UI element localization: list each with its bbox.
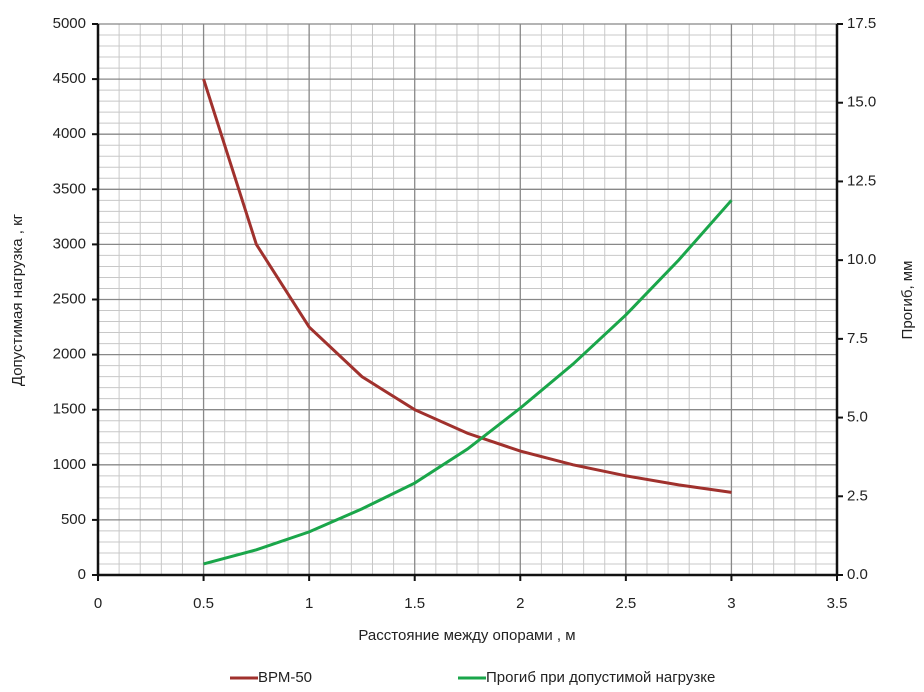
y-tick-label: 2500 [53, 290, 86, 307]
y2-axis-label: Прогиб, мм [899, 261, 916, 340]
y-tick-label: 4500 [53, 70, 86, 87]
y-tick-label: 5000 [53, 15, 86, 32]
y-tick-label: 0 [78, 566, 86, 583]
x-tick-label: 1.5 [404, 595, 425, 612]
x-axis-label: Расстояние между опорами , м [358, 627, 575, 644]
y2-tick-label: 5.0 [847, 409, 868, 426]
y-tick-label: 3500 [53, 180, 86, 197]
x-tick-label: 3 [727, 595, 735, 612]
series-line [202, 78, 732, 494]
x-tick-label: 0.5 [193, 595, 214, 612]
legend-label: ВРМ-50 [258, 669, 312, 686]
series-line [203, 199, 733, 566]
y-tick-label: 500 [61, 511, 86, 528]
y2-tick-label: 0.0 [847, 566, 868, 583]
y2-tick-label: 15.0 [847, 94, 876, 111]
x-tick-label: 2.5 [615, 595, 636, 612]
y2-tick-label: 2.5 [847, 487, 868, 504]
x-tick-label: 1 [305, 595, 313, 612]
y-axis-label: Допустимая нагрузка , кг [9, 213, 26, 386]
y2-tick-label: 7.5 [847, 330, 868, 347]
y2-tick-label: 10.0 [847, 251, 876, 268]
y-tick-label: 1000 [53, 456, 86, 473]
y-tick-label: 2000 [53, 346, 86, 363]
x-tick-label: 2 [516, 595, 524, 612]
y-tick-label: 4000 [53, 125, 86, 142]
x-tick-label: 3.5 [827, 595, 848, 612]
legend-label: Прогиб при допустимой нагрузке [486, 669, 715, 686]
x-tick-label: 0 [94, 595, 102, 612]
y2-tick-label: 17.5 [847, 15, 876, 32]
y-tick-label: 1500 [53, 401, 86, 418]
y-tick-label: 3000 [53, 235, 86, 252]
y2-tick-label: 12.5 [847, 172, 876, 189]
